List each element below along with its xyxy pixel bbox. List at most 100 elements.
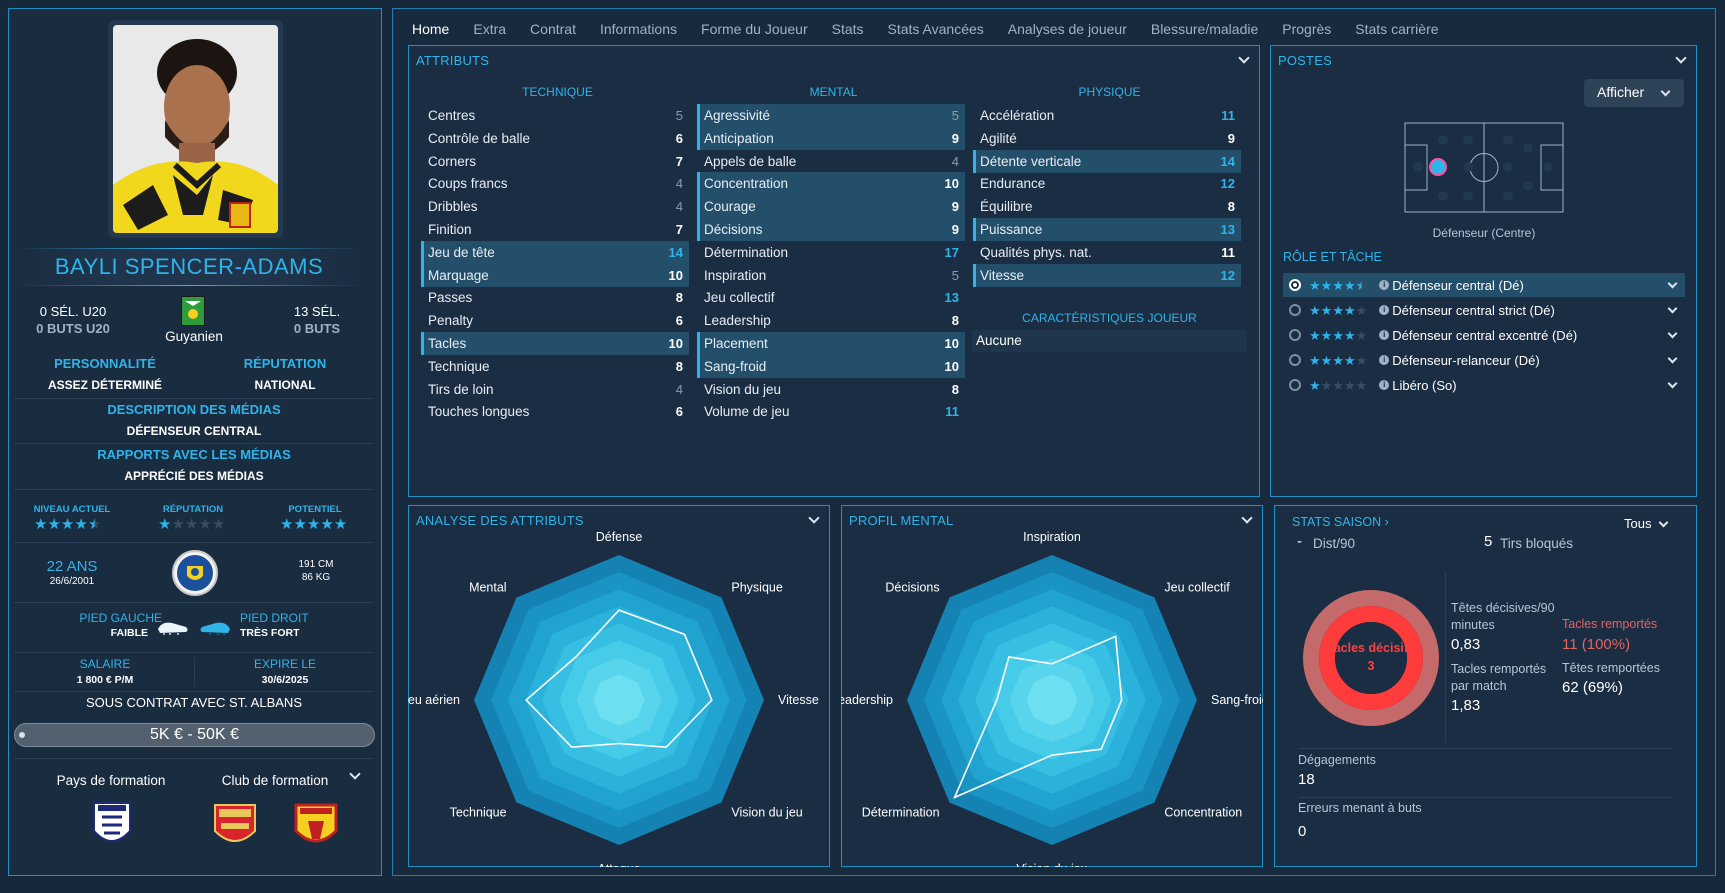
analysis-chevron-down-icon[interactable] bbox=[809, 514, 819, 524]
role-stars: ★★★★★ bbox=[1309, 378, 1367, 393]
attribute-row[interactable]: Concentration 10 bbox=[697, 172, 965, 196]
info-icon[interactable]: i bbox=[1379, 355, 1390, 365]
attribute-row[interactable]: Puissance 13 bbox=[973, 218, 1241, 241]
attribute-row[interactable]: Penalty 6 bbox=[421, 309, 689, 332]
tab-progres[interactable]: Progrès bbox=[1282, 21, 1332, 37]
attribute-row[interactable]: Finition 7 bbox=[421, 218, 689, 241]
role-row[interactable]: ★★★★★ i Libéro (So) bbox=[1283, 373, 1685, 397]
attribute-row[interactable]: Anticipation 9 bbox=[697, 126, 965, 150]
role-chevron-down-icon[interactable] bbox=[1669, 355, 1677, 363]
half-star-icon: ★ bbox=[87, 516, 102, 533]
attribute-row[interactable]: Contrôle de balle 6 bbox=[421, 127, 689, 150]
attribute-row[interactable]: Vitesse 12 bbox=[973, 263, 1241, 287]
role-row[interactable]: ★★★★★ i Défenseur-relanceur (Dé) bbox=[1283, 348, 1685, 372]
club-badge-icon[interactable] bbox=[172, 550, 218, 596]
attribute-row[interactable]: Appels de balle 4 bbox=[697, 150, 965, 173]
attribute-row[interactable]: Décisions 9 bbox=[697, 218, 965, 241]
attribute-name: Technique bbox=[428, 358, 490, 374]
info-icon[interactable]: i bbox=[1379, 280, 1390, 290]
tab-home[interactable]: Home bbox=[412, 21, 450, 37]
role-chevron-down-icon[interactable] bbox=[1669, 330, 1677, 338]
attribute-row[interactable]: Vision du jeu 8 bbox=[697, 378, 965, 401]
attribute-row[interactable]: Jeu de tête 14 bbox=[421, 240, 689, 264]
watford-badge-icon[interactable] bbox=[292, 801, 340, 851]
attribute-row[interactable]: Détermination 17 bbox=[697, 241, 965, 264]
fa-badge-icon[interactable] bbox=[92, 801, 132, 851]
empty-star-icon: ★ bbox=[211, 516, 226, 533]
info-icon[interactable]: i bbox=[1379, 380, 1390, 390]
tab-forme[interactable]: Forme du Joueur bbox=[701, 21, 808, 37]
clearances-value: 18 bbox=[1298, 771, 1315, 788]
role-chevron-down-icon[interactable] bbox=[1669, 305, 1677, 313]
tab-stats-avancees[interactable]: Stats Avancées bbox=[887, 21, 984, 37]
tab-analyses[interactable]: Analyses de joueur bbox=[1007, 21, 1127, 37]
attribute-row[interactable]: Coups francs 4 bbox=[421, 172, 689, 195]
attribute-row[interactable]: Équilibre 8 bbox=[973, 195, 1241, 218]
tab-blessure[interactable]: Blessure/maladie bbox=[1150, 21, 1259, 37]
attribute-value: 4 bbox=[675, 381, 683, 397]
attribute-row[interactable]: Courage 9 bbox=[697, 195, 965, 219]
tab-informations[interactable]: Informations bbox=[599, 21, 678, 37]
season-stats-title[interactable]: STATS SAISON › bbox=[1292, 515, 1389, 529]
attribute-row[interactable]: Qualités phys. nat. 11 bbox=[973, 241, 1241, 264]
attributes-chevron-down-icon[interactable] bbox=[1239, 54, 1249, 64]
mental-radar-chart: Inspiration Jeu collectif Sang-froid Concen… bbox=[841, 530, 1263, 867]
attribute-row[interactable]: Agressivité 5 bbox=[697, 104, 965, 127]
info-icon[interactable]: i bbox=[1379, 305, 1390, 315]
attribute-row[interactable]: Technique 8 bbox=[421, 355, 689, 378]
role-name: Défenseur central strict (Dé) bbox=[1392, 302, 1555, 318]
tab-stats[interactable]: Stats bbox=[831, 21, 864, 37]
attribute-row[interactable]: Tacles 10 bbox=[421, 332, 689, 355]
attribute-row[interactable]: Tirs de loin 4 bbox=[421, 378, 689, 401]
tab-extra[interactable]: Extra bbox=[473, 21, 507, 37]
arsenal-badge-icon[interactable] bbox=[211, 801, 259, 851]
role-row[interactable]: ★★★★★ i Défenseur central strict (Dé) bbox=[1283, 298, 1685, 322]
mental-profile-chevron-down-icon[interactable] bbox=[1242, 514, 1252, 524]
tab-stats-carriere[interactable]: Stats carrière bbox=[1355, 21, 1439, 37]
attribute-row[interactable]: Détente verticale 14 bbox=[973, 149, 1241, 173]
attribute-radar-chart: Défense Physique Vitesse Vision du jeu Attaq… bbox=[408, 530, 819, 867]
role-radio[interactable] bbox=[1289, 279, 1301, 291]
contract-expiry-label: EXPIRE LE bbox=[253, 657, 317, 671]
attribute-row[interactable]: Centres 5 bbox=[421, 104, 689, 127]
transfer-value-bar[interactable]: 5K € - 50K € bbox=[14, 723, 375, 747]
attribute-name: Détermination bbox=[704, 244, 789, 260]
role-row[interactable]: ★★★★★ i Défenseur central excentré (Dé) bbox=[1283, 323, 1685, 347]
role-chevron-down-icon[interactable] bbox=[1669, 280, 1677, 288]
tab-contrat[interactable]: Contrat bbox=[530, 21, 576, 37]
role-row[interactable]: ★★★★★ i Défenseur central (Dé) bbox=[1283, 273, 1685, 297]
roles-label: RÔLE ET TÂCHE bbox=[1283, 250, 1382, 264]
attribute-value: 9 bbox=[951, 199, 959, 215]
role-chevron-down-icon[interactable] bbox=[1669, 380, 1677, 388]
attribute-row[interactable]: Passes 8 bbox=[421, 286, 689, 309]
role-radio[interactable] bbox=[1289, 304, 1301, 316]
left-foot-value: FAIBLE bbox=[110, 627, 148, 639]
dist-value: - bbox=[1297, 533, 1302, 550]
attribute-row[interactable]: Accélération 11 bbox=[973, 104, 1241, 127]
attribute-row[interactable]: Corners 7 bbox=[421, 150, 689, 173]
attribute-row[interactable]: Volume de jeu 11 bbox=[697, 400, 965, 423]
attribute-row[interactable]: Inspiration 5 bbox=[697, 264, 965, 287]
attribute-row[interactable]: Dribbles 4 bbox=[421, 195, 689, 218]
attribute-row[interactable]: Agilité 9 bbox=[973, 127, 1241, 150]
season-filter-dropdown[interactable]: Tous bbox=[1610, 516, 1680, 536]
season-filter-value: Tous bbox=[1624, 516, 1652, 531]
info-icon[interactable]: i bbox=[1379, 330, 1390, 340]
afficher-chevron-down-icon bbox=[1662, 88, 1670, 96]
attribute-row[interactable]: Placement 10 bbox=[697, 332, 965, 355]
role-radio[interactable] bbox=[1289, 379, 1301, 391]
attribute-row[interactable]: Touches longues 6 bbox=[421, 400, 689, 423]
afficher-button[interactable]: Afficher bbox=[1584, 79, 1684, 107]
attribute-row[interactable]: Leadership 8 bbox=[697, 309, 965, 332]
training-expand-icon[interactable] bbox=[350, 770, 360, 780]
nationality-flag-icon[interactable] bbox=[181, 296, 205, 326]
role-radio[interactable] bbox=[1289, 354, 1301, 366]
attribute-row[interactable]: Jeu collectif 13 bbox=[697, 286, 965, 309]
attribute-row[interactable]: Sang-froid 10 bbox=[697, 354, 965, 378]
age: 22 ANS bbox=[46, 558, 98, 575]
radar-value-polygon bbox=[953, 635, 1123, 799]
positions-chevron-down-icon[interactable] bbox=[1676, 54, 1686, 64]
role-radio[interactable] bbox=[1289, 329, 1301, 341]
attribute-row[interactable]: Marquage 10 bbox=[421, 263, 689, 287]
attribute-row[interactable]: Endurance 12 bbox=[973, 172, 1241, 195]
